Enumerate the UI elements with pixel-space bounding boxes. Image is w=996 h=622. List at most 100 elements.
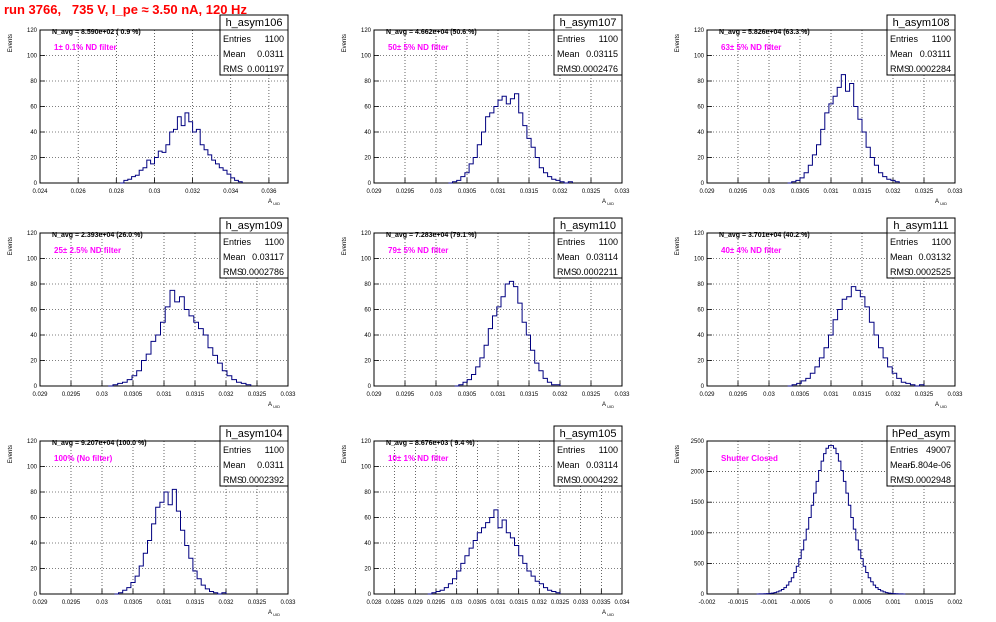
filter-label: 50± 5% ND filter	[388, 43, 448, 52]
filter-label: 10± 1% ND filter	[388, 454, 448, 463]
y-tick-label: 60	[697, 105, 704, 111]
stats-key: Mean	[223, 252, 246, 262]
x-tick-label: 0.0315	[853, 392, 872, 398]
y-tick-label: 20	[697, 156, 704, 162]
histogram-line	[114, 488, 227, 595]
stats-key: Mean	[890, 460, 913, 470]
x-tick-label: 0.032	[552, 189, 568, 195]
x-tick-label: 0.0315	[520, 189, 539, 195]
y-tick-label: 0	[701, 592, 705, 598]
x-axis-title-main: A	[935, 199, 939, 205]
x-axis-title-subscript: UID	[939, 404, 947, 409]
x-tick-label: 0.033	[614, 392, 630, 398]
y-tick-label: 120	[27, 439, 38, 445]
histogram-h_asym108: 0.029 0.0295 0.03 0.0305 0.031 0.0315 0.032 0.0…	[675, 14, 963, 206]
x-tick-label: 0.03	[763, 189, 775, 195]
stats-value: 1100	[265, 34, 284, 44]
stats-title: h_asym105	[560, 428, 617, 440]
y-tick-label: 60	[364, 516, 371, 522]
stats-value: 1100	[599, 237, 618, 247]
y-tick-label: 100	[361, 54, 372, 60]
y-tick-label: 0	[368, 592, 372, 598]
y-tick-label: 120	[27, 28, 38, 34]
navg-label: N_avg = 8.590e+02 ( 0.9 %)	[52, 29, 141, 36]
y-tick-label: 100	[694, 257, 705, 263]
x-tick-label: 0.028	[366, 600, 382, 606]
y-tick-label: 1000	[691, 531, 705, 537]
y-tick-label: 80	[364, 490, 371, 496]
stats-value: 0.03111	[920, 49, 951, 59]
navg-label: N_avg = 2.393e+04 (26.0 %)	[52, 232, 143, 239]
x-tick-label: 0.033	[573, 600, 589, 606]
x-tick-label: 0.029	[699, 392, 715, 398]
y-axis-title: Events	[8, 34, 14, 52]
y-tick-label: 1500	[691, 500, 705, 506]
y-tick-label: 100	[27, 465, 38, 471]
y-tick-label: 80	[697, 79, 704, 85]
stats-value: 0.03114	[586, 460, 618, 470]
x-tick-label: -0.0005	[790, 600, 811, 606]
y-axis-title: Events	[8, 445, 14, 463]
x-tick-label: 0.034	[614, 600, 630, 606]
y-axis-title: Events	[342, 34, 348, 52]
x-tick-label: 0.002	[947, 600, 963, 606]
x-tick-label: 0.031	[823, 189, 839, 195]
y-tick-label: 40	[364, 541, 371, 547]
histogram-h_asym107: 0.029 0.0295 0.03 0.0305 0.031 0.0315 0.032 0.0…	[342, 14, 630, 206]
x-tick-label: 0.0005	[853, 600, 872, 606]
filter-label: 63± 5% ND filter	[721, 43, 781, 52]
histogram-h_asym105: 0.028 0.0285 0.029 0.0295 0.03 0.0305 0.031 0.0…	[342, 425, 630, 617]
x-tick-label: 0.0315	[186, 392, 205, 398]
stats-value: 0.0311	[257, 460, 284, 470]
y-tick-label: 0	[368, 181, 372, 187]
y-axis-title: Events	[675, 237, 681, 255]
x-tick-label: 0.031	[490, 189, 506, 195]
x-tick-label: 0.0305	[124, 600, 143, 606]
x-axis-title-subscript: UID	[272, 201, 280, 206]
stats-key: Mean	[557, 49, 580, 59]
stats-value: 1100	[599, 445, 618, 455]
stats-title: h_asym109	[226, 220, 283, 232]
stats-box	[553, 14, 623, 76]
stats-key: Mean	[557, 252, 580, 262]
stats-key: RMS	[890, 475, 910, 485]
stats-box	[553, 425, 623, 487]
stats-box	[219, 217, 289, 279]
stats-box	[886, 217, 956, 279]
y-tick-label: 20	[30, 156, 37, 162]
navg-label: N_avg = 8.676e+03 ( 9.4 %)	[386, 440, 475, 447]
y-axis-title: Events	[675, 445, 681, 463]
histogram-line	[787, 74, 900, 184]
x-tick-label: 0.03	[96, 392, 108, 398]
stats-value: 0.03132	[918, 252, 951, 262]
stats-key: RMS	[557, 64, 577, 74]
y-tick-label: 40	[30, 130, 37, 136]
stats-value: 1100	[932, 237, 951, 247]
y-tick-label: 20	[364, 156, 371, 162]
y-tick-label: 120	[361, 231, 372, 237]
histogram-hPed_asym: -0.002 -0.0015 -0.001 -0.0005 0 0.0005 0.001 0.…	[675, 425, 963, 606]
stats-value: 0.0002525	[908, 267, 951, 277]
y-axis-title: Events	[342, 237, 348, 255]
stats-title: h_asym104	[226, 428, 283, 440]
x-tick-label: 0.028	[109, 189, 125, 195]
filter-label: 79± 5% ND filter	[388, 246, 448, 255]
stats-key: Mean	[223, 460, 246, 470]
x-axis-title: A UID	[268, 610, 280, 617]
x-tick-label: 0.0325	[582, 392, 601, 398]
y-tick-label: 0	[34, 181, 38, 187]
y-tick-label: 80	[30, 490, 37, 496]
stats-key: RMS	[223, 64, 243, 74]
stats-key: Entries	[557, 34, 586, 44]
stats-value: 0.0002392	[241, 475, 284, 485]
y-tick-label: 20	[697, 359, 704, 365]
x-axis-title-main: A	[602, 610, 606, 616]
x-tick-label: 0.0325	[248, 392, 267, 398]
y-tick-label: 20	[30, 359, 37, 365]
x-tick-label: 0.029	[699, 189, 715, 195]
y-tick-label: 120	[361, 439, 372, 445]
y-tick-label: 120	[694, 28, 705, 34]
y-tick-label: 40	[30, 541, 37, 547]
stats-key: Entries	[557, 445, 586, 455]
stats-key: RMS	[557, 267, 577, 277]
